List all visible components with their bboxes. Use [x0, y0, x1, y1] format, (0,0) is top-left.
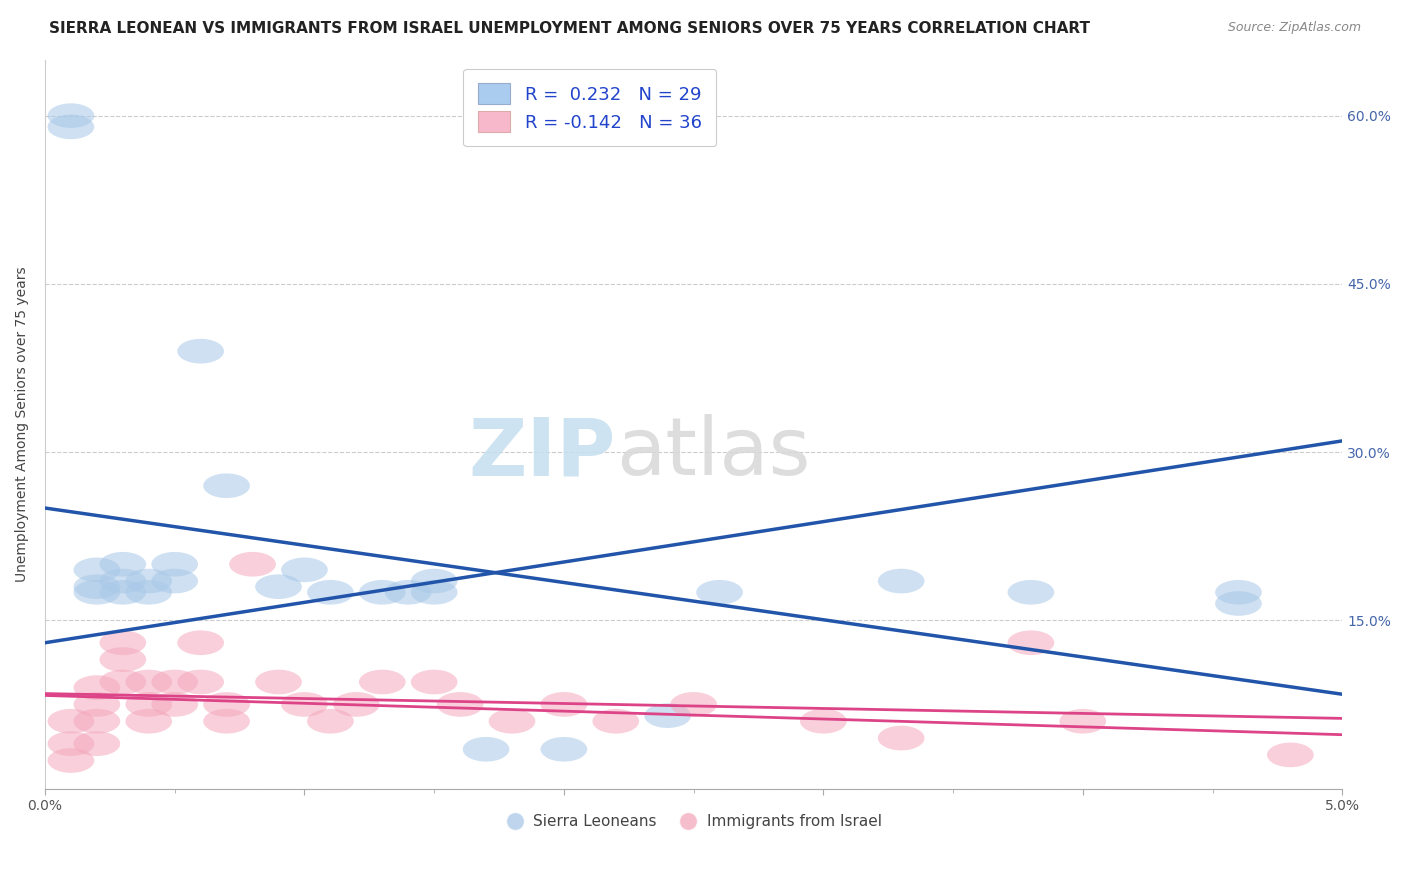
Ellipse shape [100, 670, 146, 694]
Ellipse shape [877, 569, 925, 593]
Ellipse shape [1215, 580, 1261, 605]
Ellipse shape [333, 692, 380, 717]
Ellipse shape [592, 709, 640, 733]
Ellipse shape [125, 580, 172, 605]
Ellipse shape [100, 569, 146, 593]
Ellipse shape [100, 552, 146, 576]
Ellipse shape [1008, 631, 1054, 655]
Ellipse shape [463, 737, 509, 762]
Ellipse shape [1060, 709, 1107, 733]
Text: SIERRA LEONEAN VS IMMIGRANTS FROM ISRAEL UNEMPLOYMENT AMONG SENIORS OVER 75 YEAR: SIERRA LEONEAN VS IMMIGRANTS FROM ISRAEL… [49, 21, 1090, 36]
Ellipse shape [437, 692, 484, 717]
Ellipse shape [152, 552, 198, 576]
Ellipse shape [307, 709, 354, 733]
Ellipse shape [671, 692, 717, 717]
Ellipse shape [73, 692, 121, 717]
Ellipse shape [1267, 742, 1313, 767]
Ellipse shape [877, 726, 925, 750]
Ellipse shape [359, 580, 405, 605]
Ellipse shape [411, 569, 457, 593]
Ellipse shape [204, 692, 250, 717]
Ellipse shape [48, 709, 94, 733]
Ellipse shape [359, 670, 405, 694]
Ellipse shape [152, 692, 198, 717]
Ellipse shape [540, 737, 588, 762]
Ellipse shape [48, 103, 94, 128]
Ellipse shape [281, 692, 328, 717]
Ellipse shape [73, 574, 121, 599]
Ellipse shape [48, 731, 94, 756]
Ellipse shape [229, 552, 276, 576]
Ellipse shape [204, 474, 250, 498]
Ellipse shape [125, 569, 172, 593]
Ellipse shape [254, 670, 302, 694]
Ellipse shape [1215, 591, 1261, 615]
Ellipse shape [177, 670, 224, 694]
Ellipse shape [152, 569, 198, 593]
Ellipse shape [1008, 580, 1054, 605]
Ellipse shape [73, 580, 121, 605]
Ellipse shape [307, 580, 354, 605]
Ellipse shape [125, 709, 172, 733]
Ellipse shape [177, 339, 224, 364]
Ellipse shape [100, 648, 146, 672]
Ellipse shape [73, 731, 121, 756]
Ellipse shape [281, 558, 328, 582]
Ellipse shape [385, 580, 432, 605]
Ellipse shape [48, 114, 94, 139]
Ellipse shape [73, 558, 121, 582]
Ellipse shape [100, 580, 146, 605]
Ellipse shape [411, 580, 457, 605]
Ellipse shape [125, 670, 172, 694]
Ellipse shape [125, 692, 172, 717]
Ellipse shape [100, 631, 146, 655]
Ellipse shape [48, 748, 94, 772]
Ellipse shape [152, 670, 198, 694]
Text: atlas: atlas [616, 414, 810, 492]
Ellipse shape [177, 631, 224, 655]
Ellipse shape [644, 703, 690, 728]
Ellipse shape [696, 580, 742, 605]
Ellipse shape [204, 709, 250, 733]
Ellipse shape [800, 709, 846, 733]
Ellipse shape [254, 574, 302, 599]
Text: Source: ZipAtlas.com: Source: ZipAtlas.com [1227, 21, 1361, 34]
Ellipse shape [73, 709, 121, 733]
Legend: Sierra Leoneans, Immigrants from Israel: Sierra Leoneans, Immigrants from Israel [499, 808, 889, 836]
Ellipse shape [411, 670, 457, 694]
Text: ZIP: ZIP [468, 414, 616, 492]
Y-axis label: Unemployment Among Seniors over 75 years: Unemployment Among Seniors over 75 years [15, 266, 30, 582]
Ellipse shape [73, 675, 121, 700]
Ellipse shape [540, 692, 588, 717]
Ellipse shape [489, 709, 536, 733]
